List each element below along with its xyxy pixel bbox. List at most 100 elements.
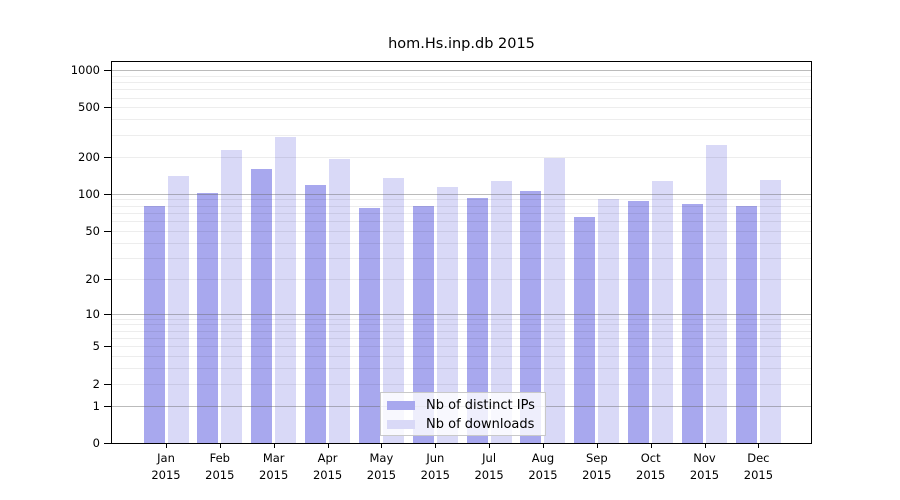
x-tick-jul xyxy=(489,443,491,448)
x-tick-jun xyxy=(435,443,437,448)
gridline-600 xyxy=(112,97,811,99)
gridline-200 xyxy=(112,156,811,158)
legend-entry-distinct-ips: Nb of distinct IPs xyxy=(387,396,545,415)
gridline-100 xyxy=(112,193,811,195)
x-tick-label-apr: Apr 2015 xyxy=(312,451,343,482)
x-tick-label-aug: Aug 2015 xyxy=(528,451,558,482)
bar-downloads-aug xyxy=(544,158,566,443)
x-tick-dec xyxy=(758,443,760,448)
gridline-9 xyxy=(112,318,811,320)
y-tick-5 xyxy=(104,346,111,348)
bar-downloads-jan xyxy=(167,175,189,443)
bar-downloads-may xyxy=(382,178,404,443)
bar-distinct-ips-feb xyxy=(197,192,219,443)
y-tick-200 xyxy=(104,156,111,158)
gridline-10 xyxy=(112,313,811,315)
bar-distinct-ips-dec xyxy=(735,205,757,443)
y-tick-50 xyxy=(104,230,111,232)
x-tick-label-dec: Dec 2015 xyxy=(743,451,774,482)
y-tick-label-1: 1 xyxy=(92,398,100,413)
chart-title: hom.Hs.inp.db 2015 xyxy=(388,36,535,52)
bar-downloads-apr xyxy=(329,158,351,443)
x-tick-may xyxy=(381,443,383,448)
y-tick-1000 xyxy=(104,69,111,71)
gridline-800 xyxy=(112,82,811,83)
gridline-6 xyxy=(112,337,811,339)
x-tick-jan xyxy=(166,443,167,448)
bar-distinct-ips-jul xyxy=(466,198,488,443)
gridline-1000 xyxy=(112,69,811,71)
y-tick-500 xyxy=(104,107,111,109)
y-tick-100 xyxy=(104,193,111,195)
gridline-2 xyxy=(112,383,811,385)
bar-distinct-ips-sep xyxy=(574,216,596,443)
bar-distinct-ips-apr xyxy=(305,185,327,443)
bar-downloads-oct xyxy=(652,181,674,443)
bar-downloads-mar xyxy=(275,137,297,443)
gridline-40 xyxy=(112,242,811,244)
bar-downloads-sep xyxy=(598,199,620,443)
bar-distinct-ips-nov xyxy=(682,203,703,443)
y-tick-label-20: 20 xyxy=(85,271,100,286)
x-tick-aug xyxy=(543,443,544,448)
x-tick-label-jul: Jul 2015 xyxy=(474,451,504,482)
legend-entry-downloads: Nb of downloads xyxy=(387,415,545,434)
bar-downloads-dec xyxy=(759,179,781,443)
y-tick-label-0: 0 xyxy=(92,436,100,450)
bar-distinct-ips-oct xyxy=(628,200,650,443)
gridline-300 xyxy=(112,134,811,136)
y-tick-label-100: 100 xyxy=(78,186,100,201)
x-tick-label-jan: Jan 2015 xyxy=(151,451,181,482)
gridline-50 xyxy=(112,230,811,232)
y-tick-1 xyxy=(104,405,111,407)
gridline-400 xyxy=(112,119,811,121)
x-tick-label-oct: Oct 2015 xyxy=(636,451,666,482)
gridline-60 xyxy=(112,221,811,222)
x-tick-label-sep: Sep 2015 xyxy=(582,451,612,482)
x-tick-label-mar: Mar 2015 xyxy=(259,451,289,482)
y-tick-label-10: 10 xyxy=(85,306,100,321)
y-tick-20 xyxy=(104,278,111,280)
bar-distinct-ips-jan xyxy=(143,205,165,443)
x-tick-label-jun: Jun 2015 xyxy=(420,451,450,482)
gridline-500 xyxy=(112,107,811,109)
legend-label-distinct-ips: Nb of distinct IPs xyxy=(426,398,535,413)
gridline-80 xyxy=(112,205,811,207)
bar-downloads-feb xyxy=(221,150,243,443)
x-tick-mar xyxy=(273,443,275,448)
x-tick-nov xyxy=(704,443,706,448)
gridline-5 xyxy=(112,346,811,348)
y-tick-label-500: 500 xyxy=(78,100,100,115)
gridline-900 xyxy=(112,75,811,77)
plot-area: Nb of distinct IPs Nb of downloads xyxy=(111,61,812,444)
gridline-30 xyxy=(112,257,811,259)
gridline-7 xyxy=(112,330,811,332)
bar-distinct-ips-aug xyxy=(520,190,542,443)
bar-downloads-jun xyxy=(436,186,458,443)
y-tick-label-1000: 1000 xyxy=(70,62,100,77)
gridline-20 xyxy=(112,278,811,280)
gridline-8 xyxy=(112,324,811,326)
x-tick-apr xyxy=(327,443,329,448)
bar-downloads-nov xyxy=(706,144,727,443)
bars-layer xyxy=(112,62,811,443)
x-tick-oct xyxy=(650,443,652,448)
y-tick-label-5: 5 xyxy=(92,339,100,354)
x-tick-label-feb: Feb 2015 xyxy=(205,451,235,482)
legend: Nb of distinct IPs Nb of downloads xyxy=(380,392,546,436)
x-tick-label-nov: Nov 2015 xyxy=(689,451,720,482)
x-tick-sep xyxy=(596,443,598,448)
bar-distinct-ips-may xyxy=(358,207,380,443)
gridline-3 xyxy=(112,368,811,370)
legend-label-downloads: Nb of downloads xyxy=(426,417,535,432)
y-tick-0 xyxy=(104,443,111,444)
gridline-90 xyxy=(112,199,811,201)
grid-layer xyxy=(112,62,811,443)
bar-downloads-jul xyxy=(490,180,512,443)
x-tick-label-may: May 2015 xyxy=(366,451,397,482)
y-tick-label-200: 200 xyxy=(78,149,100,164)
y-tick-10 xyxy=(104,313,111,315)
legend-swatch-downloads xyxy=(387,420,415,429)
gridline-70 xyxy=(112,212,811,214)
